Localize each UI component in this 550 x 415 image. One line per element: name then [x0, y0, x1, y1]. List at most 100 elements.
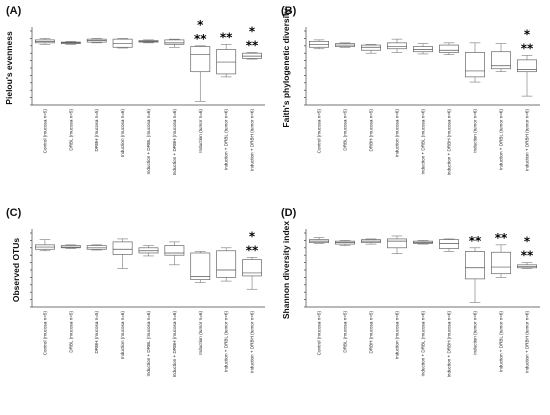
category-label: Induction + DRBH (mucosa n=6): [447, 109, 452, 176]
box-5: [413, 43, 433, 55]
panel-label: (A): [6, 5, 22, 17]
category-label: Induction + DRBH (tumor n=6): [525, 109, 530, 172]
category-label: Induction + DRBL (mucosa n=6): [421, 311, 426, 377]
box-9: [517, 262, 537, 269]
category-label: Induction (mucosa n=6): [120, 109, 125, 158]
significance-mark: **: [521, 41, 534, 55]
category-label: Induction + DRBL (tumor n=6): [224, 109, 229, 171]
box-4: [387, 38, 407, 53]
box-5: [138, 39, 159, 44]
box-7: [465, 247, 485, 303]
y-axis-label: Faith's phylogenetic diversity: [281, 8, 291, 127]
box-9: [517, 55, 537, 97]
significance-mark: *: [524, 27, 531, 41]
category-label: DRBL (mucosa n=5): [343, 109, 348, 151]
category-label: Control (mucosa n=5): [42, 109, 47, 154]
box-1: [309, 237, 329, 244]
category-label: Induction + DRBH (mucosa n=6): [172, 109, 177, 176]
category-label: Induction (mucosa n=6): [395, 311, 400, 360]
box-4: [112, 238, 133, 269]
category-label: Induction (tumor n=6): [198, 109, 203, 153]
category-label: Induction (mucosa n=6): [120, 311, 125, 360]
category-label: DRBL (mucosa n=5): [68, 311, 73, 353]
significance-mark: **: [521, 249, 534, 263]
category-label: Induction + DRBL (mucosa n=6): [421, 109, 426, 175]
category-label: Induction + DRBL (mucosa n=6): [146, 311, 151, 377]
box-iqr: [86, 245, 107, 250]
significance-mark: **: [220, 30, 233, 44]
panel-1: (A) Pielou's evenness Control (mucosa n=5)…: [4, 5, 265, 175]
category-label: Induction + DRBH (tumor n=6): [525, 311, 530, 374]
box-5: [413, 240, 433, 245]
box-iqr: [517, 59, 537, 73]
box-8: [491, 244, 511, 278]
significance-mark: **: [194, 32, 207, 46]
box-8: [491, 43, 511, 72]
category-label: DRBH (mucosa n=5): [94, 109, 99, 152]
category-label: Control (mucosa n=5): [42, 311, 47, 356]
box-1: [35, 38, 55, 45]
box-iqr: [387, 238, 407, 249]
box-9: [242, 257, 262, 290]
box-iqr: [465, 251, 485, 280]
category-label: Induction + DRBH (tumor n=6): [250, 311, 255, 374]
box-iqr: [242, 259, 262, 277]
panel-3: (C) Observed OTUs Control (mucosa n=5) DRBL…: [6, 207, 265, 377]
box-7: [190, 251, 211, 283]
box-iqr: [164, 245, 185, 256]
category-label: DRBL (mucosa n=5): [68, 109, 73, 151]
significance-mark: **: [495, 231, 508, 245]
box-3: [86, 38, 107, 44]
significance-mark: **: [246, 243, 259, 257]
y-axis-label: Pielou's evenness: [4, 31, 14, 105]
box-1: [309, 39, 329, 50]
category-label: Induction (tumor n=6): [473, 311, 478, 355]
category-label: Induction (tumor n=6): [198, 311, 203, 355]
category-label: Control (mucosa n=5): [317, 109, 322, 154]
significance-mark: *: [249, 229, 256, 243]
box-2: [335, 240, 355, 246]
box-iqr: [491, 251, 511, 275]
category-label: Induction + DRBL (tumor n=6): [224, 311, 229, 373]
box-3: [361, 238, 381, 245]
box-iqr: [465, 52, 485, 78]
box-4: [387, 235, 407, 255]
category-label: Induction + DRBH (tumor n=6): [250, 109, 255, 172]
box-iqr: [164, 39, 185, 45]
box-9: [242, 52, 262, 60]
box-5: [138, 245, 159, 257]
box-iqr: [491, 51, 511, 70]
box-6: [439, 238, 459, 252]
box-7: [465, 42, 485, 83]
category-label: Induction + DRBH (mucosa n=6): [172, 311, 177, 378]
box-8: [216, 44, 237, 78]
box-2: [60, 41, 81, 45]
box-7: [190, 45, 211, 102]
box-2: [60, 244, 81, 249]
category-label: Induction + DRBL (tumor n=6): [499, 109, 504, 171]
box-2: [335, 42, 355, 48]
panel-label: (B): [281, 5, 297, 17]
category-label: Control (mucosa n=5): [317, 311, 322, 356]
significance-mark: *: [197, 18, 204, 32]
box-iqr: [190, 46, 211, 73]
category-label: Induction (mucosa n=6): [395, 109, 400, 158]
box-iqr: [439, 239, 459, 249]
box-iqr: [60, 245, 81, 249]
box-3: [86, 244, 107, 251]
box-iqr: [216, 49, 237, 75]
category-label: Induction + DRBH (mucosa n=6): [447, 311, 452, 378]
box-iqr: [190, 252, 211, 280]
significance-mark: *: [249, 24, 256, 38]
box-iqr: [387, 42, 407, 50]
panel-label: (C): [6, 207, 22, 219]
category-label: Induction + DRBL (mucosa n=6): [146, 109, 151, 175]
category-label: DRBH (mucosa n=5): [94, 311, 99, 354]
panel-2: (B)Faith's phylogenetic diversity Control…: [281, 5, 540, 175]
box-iqr: [242, 52, 262, 59]
box-iqr: [138, 247, 159, 254]
box-iqr: [216, 250, 237, 278]
box-iqr: [439, 44, 459, 53]
box-6: [164, 241, 185, 266]
